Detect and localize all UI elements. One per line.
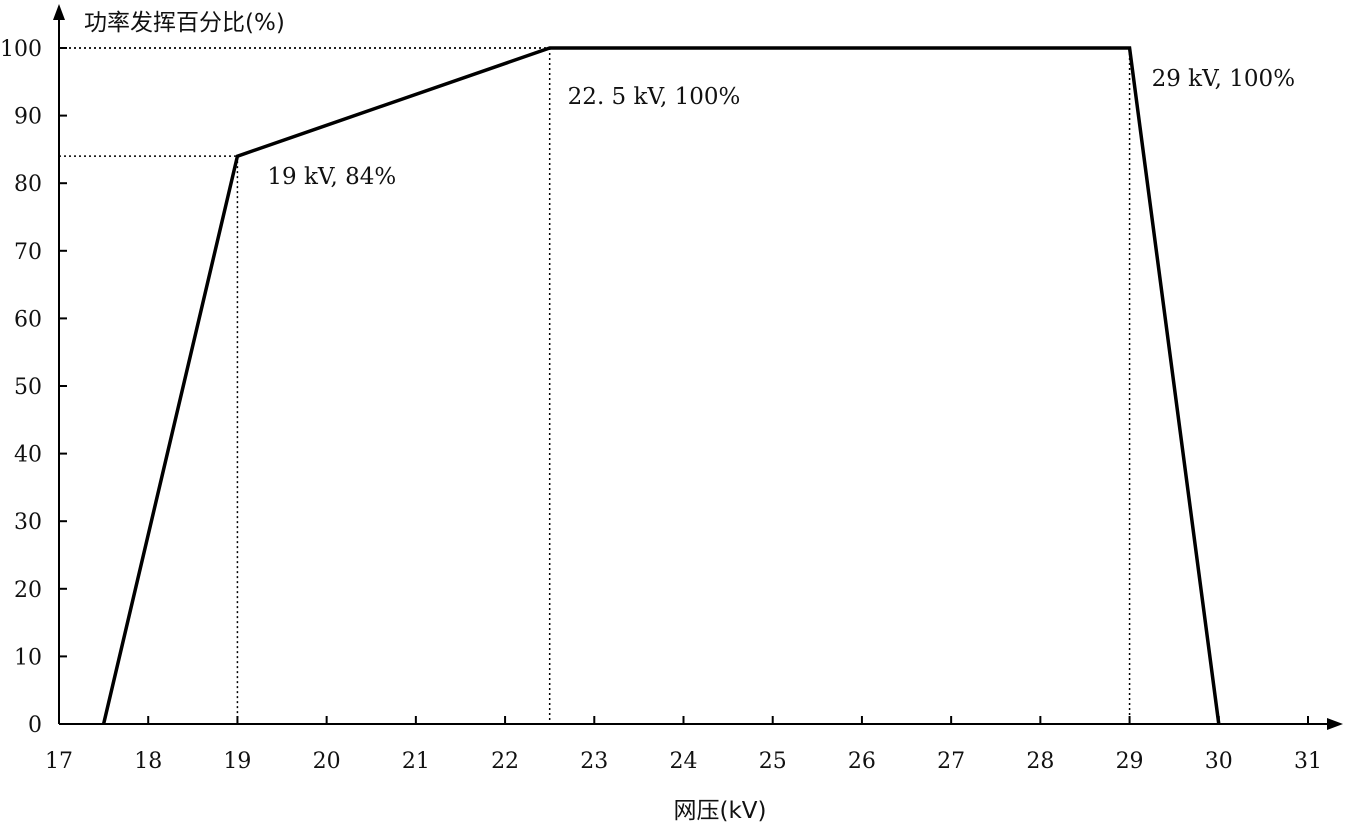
y-tick-label: 10	[14, 645, 42, 670]
y-tick-label: 50	[14, 375, 42, 400]
y-tick-label: 70	[14, 240, 42, 265]
x-tick-label: 27	[937, 749, 965, 774]
x-tick-label: 22	[491, 749, 519, 774]
x-tick-label: 24	[670, 749, 698, 774]
x-tick-label: 23	[580, 749, 608, 774]
y-axis-arrow-icon	[53, 4, 65, 20]
x-tick-label: 30	[1205, 749, 1233, 774]
x-tick-label: 20	[313, 749, 341, 774]
x-tick-label: 31	[1294, 749, 1322, 774]
x-tick-label: 25	[759, 749, 787, 774]
y-tick-label: 90	[14, 105, 42, 130]
y-tick-label: 30	[14, 510, 42, 535]
y-ticks: 0 10 20 30 40 50 60 70 80 90 100	[0, 37, 67, 738]
x-tick-label: 17	[45, 749, 73, 774]
series-group	[101, 46, 1221, 725]
y-tick-label: 40	[14, 443, 42, 468]
x-tick-label: 18	[134, 749, 162, 774]
x-tick-label: 29	[1116, 749, 1144, 774]
y-tick-label: 60	[14, 307, 42, 332]
y-tick-label: 100	[0, 37, 42, 62]
point-annotation: 22. 5 kV, 100%	[568, 84, 741, 110]
x-axis-title: 网压(kV)	[674, 798, 767, 824]
y-tick-label: 0	[28, 713, 42, 738]
x-tick-label: 26	[848, 749, 876, 774]
axes	[53, 4, 1343, 730]
annotations: 19 kV, 84% 22. 5 kV, 100% 29 kV, 100%	[267, 66, 1295, 190]
x-axis-arrow-icon	[1327, 718, 1343, 730]
x-tick-label: 19	[223, 749, 251, 774]
y-tick-label: 80	[14, 172, 42, 197]
point-annotation: 19 kV, 84%	[267, 164, 396, 190]
point-annotation: 29 kV, 100%	[1152, 66, 1295, 92]
reference-lines	[59, 47, 1131, 724]
series-line	[101, 46, 1221, 725]
y-axis-title: 功率发挥百分比(%)	[84, 10, 285, 36]
x-tick-label: 21	[402, 749, 430, 774]
x-ticks: 17 18 19 20 21 22 23 24 25 26 27 28 29 30 31	[45, 716, 1322, 774]
x-tick-label: 28	[1026, 749, 1054, 774]
y-tick-label: 20	[14, 578, 42, 603]
